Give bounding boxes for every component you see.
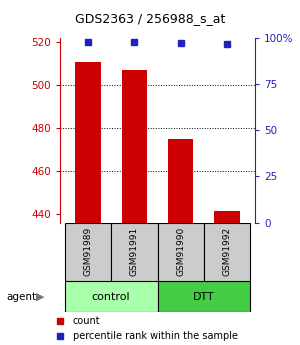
FancyBboxPatch shape — [158, 223, 204, 281]
Text: count: count — [73, 316, 100, 326]
Text: control: control — [92, 292, 130, 302]
Text: GSM91989: GSM91989 — [83, 227, 92, 276]
FancyBboxPatch shape — [111, 223, 158, 281]
Text: ▶: ▶ — [36, 292, 45, 302]
Bar — [122, 70, 147, 223]
Text: GSM91991: GSM91991 — [130, 227, 139, 276]
FancyBboxPatch shape — [64, 223, 111, 281]
FancyBboxPatch shape — [204, 223, 250, 281]
Bar — [214, 211, 240, 223]
Bar — [75, 61, 100, 223]
FancyBboxPatch shape — [158, 281, 250, 312]
Text: percentile rank within the sample: percentile rank within the sample — [73, 331, 238, 341]
Text: GDS2363 / 256988_s_at: GDS2363 / 256988_s_at — [75, 12, 225, 26]
FancyBboxPatch shape — [64, 281, 158, 312]
Text: GSM91990: GSM91990 — [176, 227, 185, 276]
Text: agent: agent — [6, 292, 36, 302]
Text: DTT: DTT — [193, 292, 215, 302]
Text: GSM91992: GSM91992 — [223, 227, 232, 276]
Bar — [168, 139, 194, 223]
